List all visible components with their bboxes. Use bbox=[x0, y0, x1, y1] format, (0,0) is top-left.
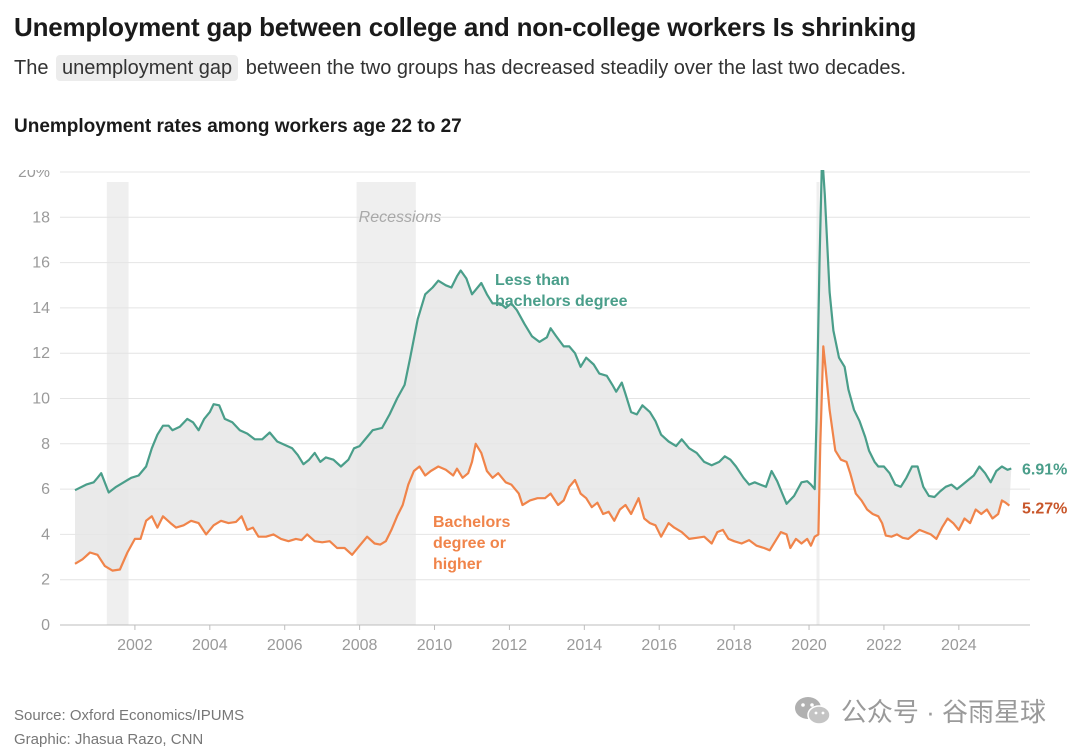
y-tick-label: 16 bbox=[32, 255, 50, 272]
y-tick-label: 18 bbox=[32, 209, 50, 226]
y-tick-label: 14 bbox=[32, 300, 50, 317]
subtitle-start: The bbox=[14, 57, 49, 79]
unemployment-line-chart: 0 2 4 6 8 10 12 14 16 18 20% 2002 2004 2006 2008 2010 20… bbox=[18, 170, 1067, 654]
x-tick-label: 2008 bbox=[342, 637, 378, 654]
y-tick-label: 0 bbox=[41, 617, 50, 634]
graphic-credit: Graphic: Jhasua Razo, CNN bbox=[14, 731, 204, 748]
series-label-less-than-ba: Less than bbox=[495, 272, 570, 289]
series-label-ba-or-higher: Bachelors bbox=[433, 514, 510, 531]
chart-title: Unemployment rates among workers age 22 … bbox=[14, 116, 462, 137]
wechat-icon bbox=[794, 696, 831, 725]
x-tick-label: 2004 bbox=[192, 637, 228, 654]
end-label-less-than-ba: 6.91% bbox=[1022, 461, 1067, 478]
x-tick-label: 2006 bbox=[267, 637, 303, 654]
x-tick-label: 2016 bbox=[641, 637, 677, 654]
y-tick-label: 4 bbox=[41, 526, 50, 543]
gap-area bbox=[75, 170, 1012, 571]
subtitle-highlight[interactable]: unemployment gap bbox=[56, 55, 239, 81]
watermark-text: 公众号 · 谷雨星球 bbox=[840, 697, 1046, 727]
series-line-ba-or-higher bbox=[74, 345, 1011, 572]
subtitle-end: between the two groups has decreased ste… bbox=[245, 57, 907, 79]
x-tick-label: 2010 bbox=[417, 637, 453, 654]
recession-label: Recessions bbox=[359, 209, 442, 226]
x-tick-label: 2002 bbox=[117, 637, 153, 654]
x-tick-label: 2014 bbox=[567, 637, 603, 654]
source-note: Source: Oxford Economics/IPUMS bbox=[14, 707, 245, 724]
series-line-less-than-ba bbox=[74, 170, 1012, 505]
page-subtitle: The unemployment gap between the two gro… bbox=[14, 54, 906, 82]
page-title: Unemployment gap between college and non… bbox=[14, 12, 917, 42]
y-tick-label: 12 bbox=[32, 345, 50, 362]
y-tick-label: 8 bbox=[41, 436, 50, 453]
x-tick-label: 2020 bbox=[791, 637, 827, 654]
x-tick-label: 2024 bbox=[941, 637, 977, 654]
y-tick-label: 6 bbox=[41, 481, 50, 498]
series-label-less-than-ba: bachelors degree bbox=[495, 293, 628, 310]
x-tick-label: 2018 bbox=[716, 637, 752, 654]
y-tick-label: 10 bbox=[32, 391, 50, 408]
series-label-ba-or-higher: degree or bbox=[433, 535, 506, 552]
x-tick-label: 2012 bbox=[492, 637, 528, 654]
watermark: 公众号 · 谷雨星球 bbox=[793, 692, 1046, 729]
end-label-ba-or-higher: 5.27% bbox=[1022, 501, 1067, 518]
x-tick-label: 2022 bbox=[866, 637, 902, 654]
y-tick-label: 20% bbox=[18, 170, 50, 181]
y-tick-label: 2 bbox=[41, 572, 50, 589]
series-label-ba-or-higher: higher bbox=[433, 556, 482, 573]
